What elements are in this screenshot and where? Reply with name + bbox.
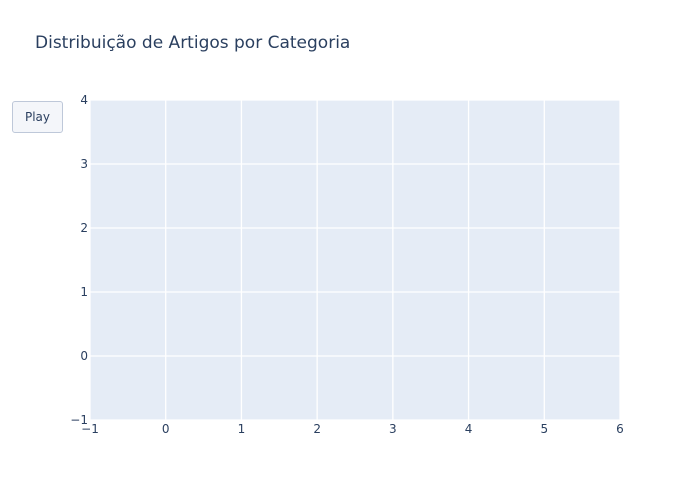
chart-title: Distribuição de Artigos por Categoria [35, 33, 351, 53]
x-tick-label: 5 [540, 422, 548, 436]
grid-lines [89, 99, 621, 421]
x-tick-label: 3 [389, 422, 397, 436]
y-tick-label: 4 [80, 93, 88, 107]
y-tick-label: 0 [80, 349, 88, 363]
x-tick-label: 1 [238, 422, 246, 436]
y-tick-label: 3 [80, 157, 88, 171]
x-axis-tick-labels: −1 0 1 2 3 4 5 6 [81, 422, 624, 436]
x-tick-label: 2 [313, 422, 321, 436]
y-tick-label: 1 [80, 285, 88, 299]
x-tick-label: −1 [81, 422, 99, 436]
x-tick-label: 0 [162, 422, 170, 436]
play-button[interactable]: Play [12, 101, 63, 133]
x-tick-label: 4 [465, 422, 473, 436]
plot-background [90, 100, 620, 420]
y-axis-tick-labels: −1 0 1 2 3 4 [70, 93, 88, 427]
y-tick-label: −1 [70, 413, 88, 427]
x-tick-label: 6 [616, 422, 624, 436]
y-tick-label: 2 [80, 221, 88, 235]
